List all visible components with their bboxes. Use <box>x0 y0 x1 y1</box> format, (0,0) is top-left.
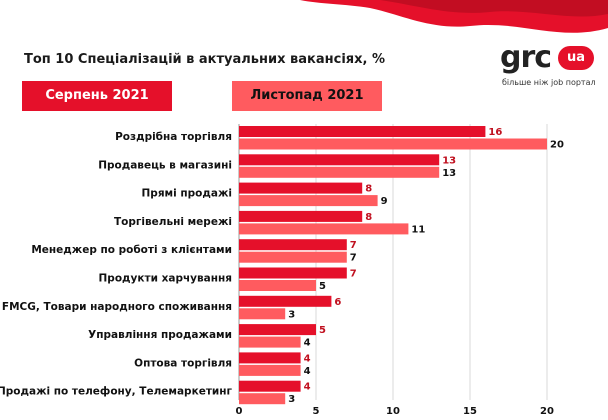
x-tick-label: 20 <box>540 406 554 417</box>
x-tick-label: 10 <box>386 406 400 417</box>
bar-series-2 <box>239 280 316 291</box>
data-label-series-1: 8 <box>365 212 372 223</box>
logo-wordmark: grc <box>500 40 552 75</box>
data-label-series-2: 4 <box>304 338 311 349</box>
category-label: FMCG, Товари народного споживання <box>2 301 232 313</box>
data-label-series-1: 4 <box>304 382 311 393</box>
logo-badge: ua <box>558 46 594 70</box>
data-label-series-1: 16 <box>488 127 502 138</box>
category-label: Управління продажами <box>88 329 232 341</box>
data-label-series-1: 7 <box>350 269 357 280</box>
category-label: Продажі по телефону, Телемаркетинг <box>0 386 233 398</box>
bar-series-1 <box>239 267 347 279</box>
bar-series-2 <box>239 138 547 150</box>
data-label-series-2: 4 <box>304 366 311 377</box>
header-wave-decoration <box>300 0 608 33</box>
data-label-series-1: 4 <box>304 353 311 364</box>
bar-series-1 <box>239 324 316 336</box>
bar-series-1 <box>239 126 486 137</box>
data-label-series-2: 20 <box>550 140 564 151</box>
data-label-series-2: 9 <box>381 196 388 207</box>
bar-series-2 <box>239 223 409 235</box>
bar-series-1 <box>239 154 440 166</box>
bar-series-1 <box>239 352 301 364</box>
grc-logo[interactable]: grc ua більше ніж job портал <box>496 36 600 96</box>
x-tick-label: 15 <box>463 406 477 417</box>
data-label-series-2: 11 <box>411 224 425 235</box>
bar-series-1 <box>239 210 363 222</box>
chart-title: Топ 10 Спеціалізацій в актуальних ваканс… <box>24 52 385 67</box>
bar-series-1 <box>239 380 301 392</box>
category-label: Роздрібна торгівля <box>115 131 232 143</box>
bar-series-2 <box>239 364 301 376</box>
data-label-series-1: 6 <box>334 297 341 308</box>
logo-tagline: більше ніж job портал <box>502 78 596 87</box>
data-label-series-1: 13 <box>442 155 456 166</box>
category-label: Продукти харчування <box>99 273 232 285</box>
x-tick-label: 0 <box>236 406 243 417</box>
bar-series-1 <box>239 182 363 194</box>
x-tick-label: 5 <box>313 406 320 417</box>
category-label: Продавець в магазині <box>98 159 232 171</box>
category-label: Торгівельні мережі <box>114 216 232 228</box>
data-label-series-1: 7 <box>350 240 357 251</box>
data-label-series-1: 8 <box>365 184 372 195</box>
bar-series-2 <box>239 166 440 178</box>
data-label-series-2: 13 <box>442 168 456 179</box>
data-label-series-2: 7 <box>350 253 357 264</box>
bar-series-2 <box>239 308 286 320</box>
data-label-series-1: 5 <box>319 325 326 336</box>
category-label: Прямі продажі <box>142 188 232 200</box>
bar-series-1 <box>239 239 347 251</box>
category-label: Оптова торгівля <box>134 357 232 369</box>
data-label-series-2: 3 <box>288 309 295 320</box>
data-label-series-2: 5 <box>319 281 326 292</box>
category-label: Менеджер по роботі з клієнтами <box>31 244 232 256</box>
legend-item-series-2: Листопад 2021 <box>232 81 382 111</box>
data-label-series-2: 3 <box>288 394 295 405</box>
legend-item-series-1: Серпень 2021 <box>22 81 172 111</box>
bar-series-1 <box>239 295 332 307</box>
bar-series-2 <box>239 251 347 263</box>
bar-series-2 <box>239 393 286 405</box>
bar-series-2 <box>239 195 378 207</box>
bar-series-2 <box>239 336 301 348</box>
